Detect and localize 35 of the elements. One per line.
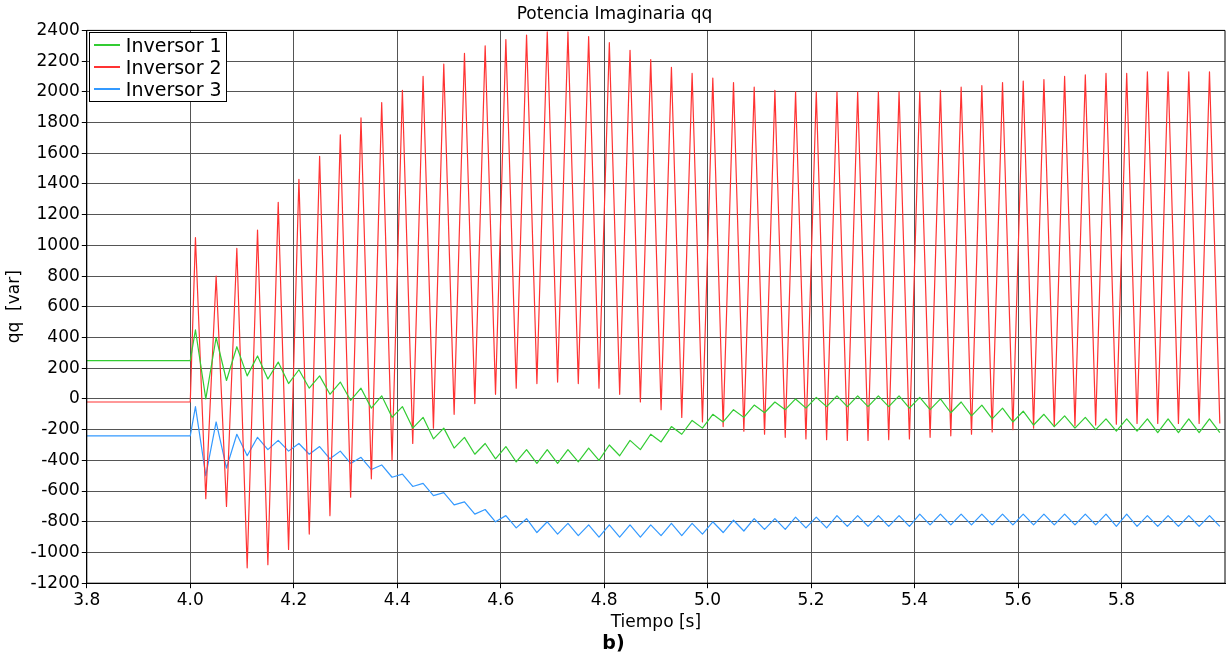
- y-tick-label: 2000: [36, 80, 80, 101]
- legend-label: Inversor 3: [125, 78, 222, 101]
- y-tick-label: 1000: [36, 233, 80, 254]
- y-tick-label: -1000: [30, 540, 80, 561]
- x-tick-label: 5.0: [694, 588, 722, 609]
- text: b): [601, 631, 626, 653]
- y-tick-label: -400: [41, 448, 80, 469]
- y-tick-label: 600: [47, 295, 80, 316]
- x-tick-label: 4.4: [383, 588, 411, 609]
- chart-title: Potencia Imaginaria qq: [516, 2, 713, 23]
- y-tick-label: 1800: [36, 110, 80, 131]
- legend-label: Inversor 1: [125, 34, 222, 57]
- legend-label: Inversor 2: [125, 56, 222, 79]
- x-tick-label: 4.0: [176, 588, 204, 609]
- x-tick-label: 4.2: [280, 588, 308, 609]
- x-tick-label: 4.8: [590, 588, 618, 609]
- y-tick-label: 1600: [36, 141, 80, 162]
- y-tick-label: 2400: [36, 18, 80, 39]
- y-tick-label: 200: [47, 356, 80, 377]
- x-tick-label: 5.6: [1004, 588, 1032, 609]
- x-tick-label: 5.2: [797, 588, 825, 609]
- y-tick-label: -600: [41, 479, 80, 500]
- y-tick-label: 2200: [36, 49, 80, 70]
- x-tick-label: 4.6: [487, 588, 515, 609]
- x-tick-label: 5.4: [901, 588, 929, 609]
- y-tick-label: 1400: [36, 172, 80, 193]
- y-tick-label: 400: [47, 325, 80, 346]
- y-tick-label: -800: [41, 510, 80, 531]
- y-tick-label: 1200: [36, 203, 80, 224]
- y-tick-label: 0: [68, 387, 80, 408]
- x-tick-label: 5.8: [1108, 588, 1136, 609]
- x-axis-title: Tiempo [s]: [609, 611, 702, 632]
- y-axis-title: qq [var]: [2, 270, 23, 344]
- y-tick-label: 800: [47, 264, 80, 285]
- y-tick-label: -200: [41, 418, 80, 439]
